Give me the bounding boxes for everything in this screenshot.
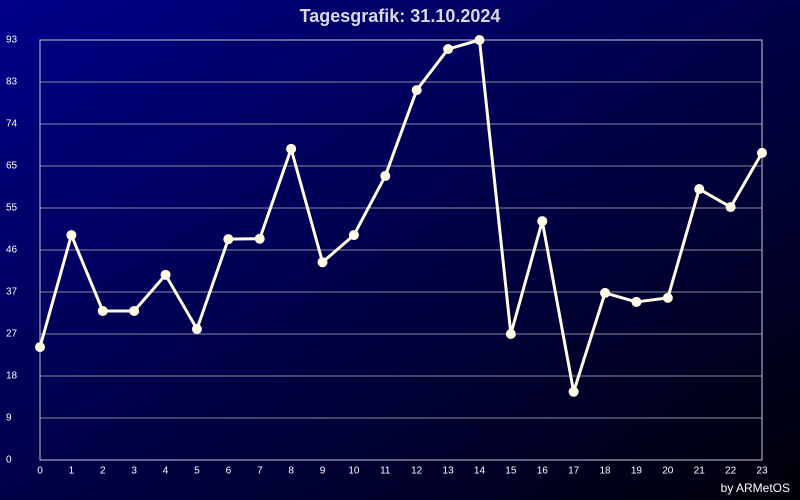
data-point <box>160 269 171 280</box>
y-tick-label: 37 <box>6 287 18 298</box>
x-tick-label: 1 <box>69 466 75 477</box>
x-tick-label: 2 <box>100 466 106 477</box>
x-tick-label: 16 <box>537 466 549 477</box>
credit: by ARMetOS <box>721 481 790 495</box>
data-point <box>725 202 736 213</box>
y-tick-label: 46 <box>6 245 18 256</box>
x-tick-label: 7 <box>257 466 263 477</box>
data-point <box>254 233 265 244</box>
x-tick-label: 3 <box>131 466 137 477</box>
y-tick-label: 9 <box>6 413 12 424</box>
x-tick-label: 4 <box>163 466 169 477</box>
y-tick-label: 0 <box>6 455 12 466</box>
data-point <box>443 44 454 55</box>
data-point <box>757 147 767 158</box>
data-point <box>537 216 548 227</box>
y-tick-label: 55 <box>6 203 18 214</box>
y-tick-label: 65 <box>6 161 18 172</box>
y-tick-label: 93 <box>6 35 18 46</box>
x-tick-label: 22 <box>725 466 737 477</box>
x-tick-label: 19 <box>631 466 643 477</box>
data-point <box>631 296 642 307</box>
plot-frame <box>39 39 763 461</box>
data-point <box>380 170 391 181</box>
chart-title: Tagesgrafik: 31.10.2024 <box>300 6 501 26</box>
data-point <box>348 230 359 241</box>
data-line <box>38 38 764 394</box>
y-tick-label: 27 <box>6 329 18 340</box>
x-tick-label: 13 <box>443 466 455 477</box>
x-tick-label: 10 <box>348 466 360 477</box>
y-tick-label: 74 <box>6 119 18 130</box>
data-point <box>35 342 45 353</box>
data-point <box>191 324 202 335</box>
x-tick-label: 0 <box>37 466 43 477</box>
x-tick-label: 12 <box>411 466 423 477</box>
data-point <box>286 143 297 154</box>
data-point <box>694 184 705 195</box>
y-tick-label: 18 <box>6 371 18 382</box>
y-tick-label: 83 <box>6 77 18 88</box>
x-tick-label: 8 <box>288 466 294 477</box>
data-point <box>474 35 485 45</box>
x-tick-label: 15 <box>505 466 517 477</box>
data-point <box>568 386 579 397</box>
x-tick-label: 5 <box>194 466 200 477</box>
data-point <box>129 305 140 316</box>
data-point <box>600 287 611 298</box>
data-point <box>505 329 516 339</box>
data-point <box>411 85 422 96</box>
data-point <box>317 257 328 268</box>
data-point <box>662 292 673 303</box>
x-tick-label: 23 <box>756 466 768 477</box>
data-point <box>223 234 234 245</box>
data-point <box>66 230 77 241</box>
x-tick-label: 14 <box>474 466 486 477</box>
x-tick-label: 11 <box>380 466 391 477</box>
data-point <box>97 305 108 316</box>
x-tick-label: 6 <box>226 466 232 477</box>
x-tick-label: 20 <box>662 466 674 477</box>
x-tick-label: 21 <box>694 466 706 477</box>
x-tick-label: 9 <box>320 466 326 477</box>
x-tick-label: 17 <box>568 466 580 477</box>
x-tick-label: 18 <box>599 466 611 477</box>
